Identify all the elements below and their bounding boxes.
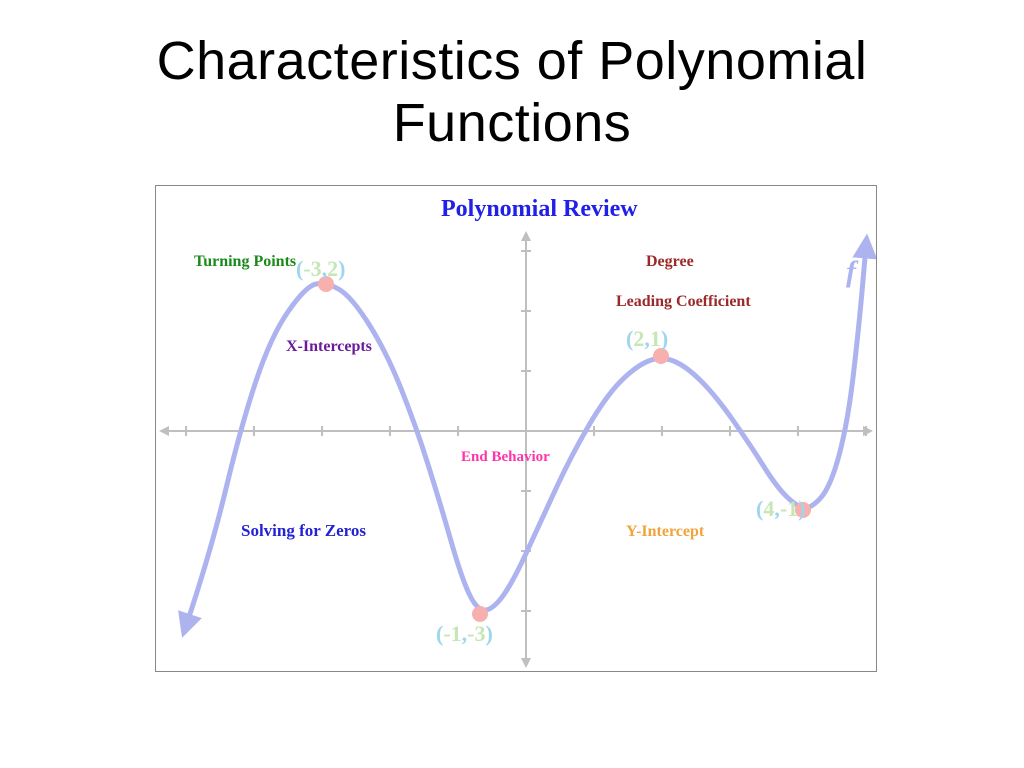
coord-label: (2,1) xyxy=(626,326,668,351)
slide: Characteristics of Polynomial Functions … xyxy=(0,0,1024,768)
coord-label: (-1,-3) xyxy=(436,621,493,646)
page-title: Characteristics of Polynomial Functions xyxy=(0,0,1024,154)
chart-label: Y-Intercept xyxy=(626,523,705,540)
chart-label: f xyxy=(846,255,859,288)
chart-label: X-Intercepts xyxy=(286,338,372,355)
title-line-2: Functions xyxy=(393,93,632,153)
chart-label: Solving for Zeros xyxy=(241,521,366,540)
chart-label: Turning Points xyxy=(194,253,296,270)
title-line-1: Characteristics of Polynomial xyxy=(157,31,868,91)
chart-frame: Polynomial Review Turning Points X-Interce… xyxy=(155,185,877,672)
polynomial-chart: Polynomial Review Turning Points X-Interce… xyxy=(156,186,876,671)
coord-label: (-3,2) xyxy=(296,256,345,281)
chart-label: End Behavior xyxy=(461,449,550,465)
chart-label: Degree xyxy=(646,253,694,270)
turning-point-marker xyxy=(472,606,488,622)
coord-label: (4,-1) xyxy=(756,496,805,521)
chart-title: Polynomial Review xyxy=(441,196,638,222)
chart-label: Leading Coefficient xyxy=(616,293,751,310)
